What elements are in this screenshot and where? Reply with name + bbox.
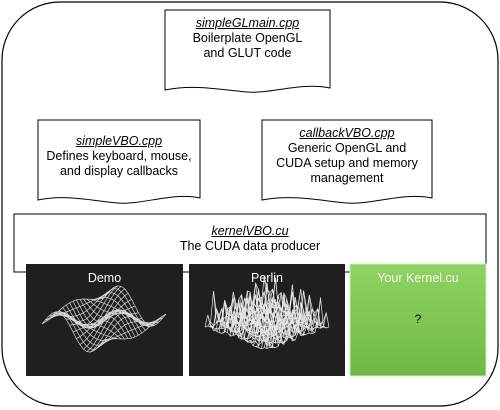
mesh-line <box>96 321 160 349</box>
callbackvbo-filename: callbackVBO.cpp <box>299 126 395 140</box>
simplevbo-description: Defines keyboard, mouse, and display cal… <box>46 149 192 178</box>
mesh-line <box>41 311 105 353</box>
simpleglmain-description: Boilerplate OpenGL and GLUT code <box>192 31 303 60</box>
mesh-line <box>227 295 290 341</box>
mesh-line <box>261 308 324 349</box>
perlin-spiky-surface <box>204 275 330 350</box>
your-kernel-label: Your Kernel.cu <box>377 271 459 285</box>
simplevbo-filename: simpleVBO.cpp <box>75 134 163 148</box>
mesh-line <box>207 305 271 349</box>
simplevbo-doc: simpleVBO.cpp Defines keyboard, mouse, a… <box>38 134 200 179</box>
mesh-line <box>48 312 112 346</box>
demo-label: Demo <box>87 271 122 285</box>
mesh-line <box>204 310 268 350</box>
doc-shape-simplevbo <box>37 119 201 204</box>
simpleglmain-doc: simpleGLmain.cpp Boilerplate OpenGL and … <box>165 16 330 61</box>
your-kernel-panel <box>349 263 487 377</box>
kernelvbo-description: The CUDA data producer <box>179 239 321 253</box>
kernel-box <box>13 213 487 273</box>
perlin-label: Perlin <box>251 271 283 285</box>
callbackvbo-description: Generic OpenGL and CUDA setup and memory… <box>276 141 418 185</box>
callbackvbo-doc: callbackVBO.cpp Generic OpenGL and CUDA … <box>262 126 432 186</box>
demo-wave-surface <box>41 285 167 353</box>
kernelvbo-filename: kernelVBO.cu <box>211 224 289 238</box>
simpleglmain-filename: simpleGLmain.cpp <box>195 16 300 30</box>
mesh-line <box>103 313 167 341</box>
doc-shape-simpleglmain <box>164 9 331 93</box>
kernelvbo-doc: kernelVBO.cu The CUDA data producer <box>14 224 486 254</box>
mesh-line <box>210 301 273 348</box>
doc-shape-callbackvbo <box>261 119 433 204</box>
mesh-line <box>266 297 330 349</box>
mesh-line <box>213 291 276 349</box>
mesh-line <box>100 317 163 345</box>
your-kernel-placeholder: ? <box>414 312 422 326</box>
